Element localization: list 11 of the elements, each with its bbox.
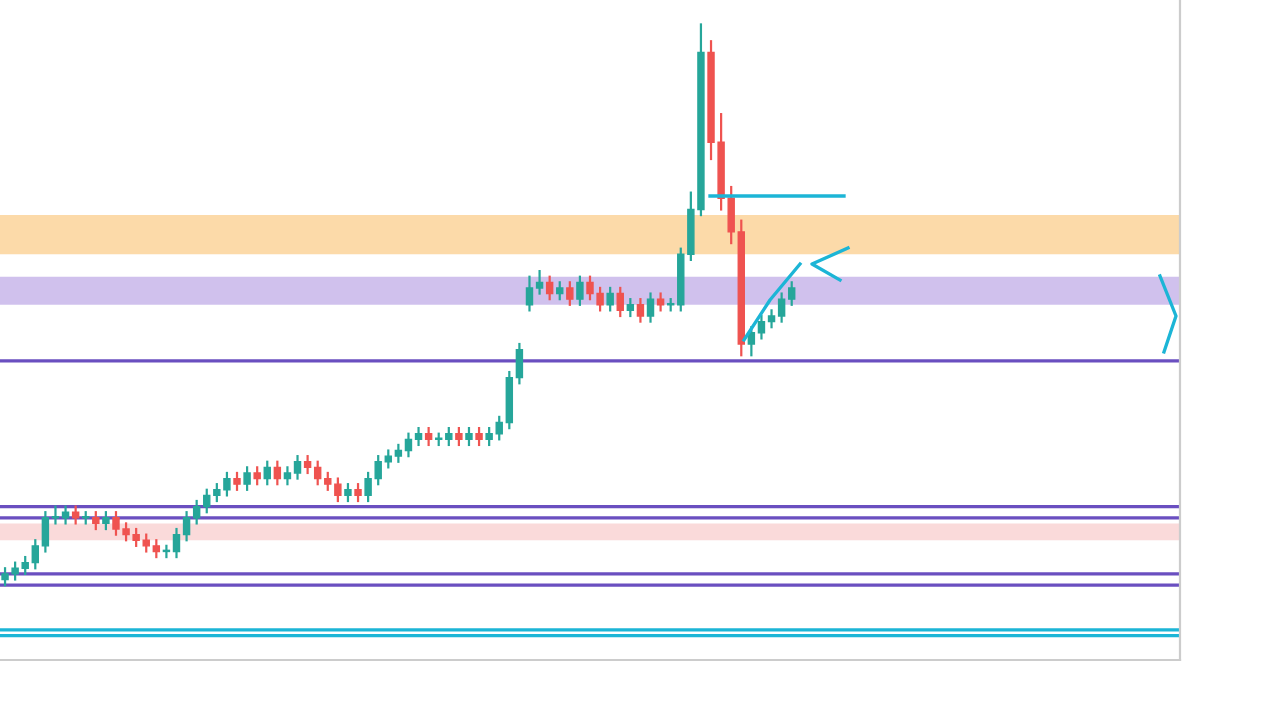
candlestick bbox=[273, 460, 282, 486]
candlestick bbox=[646, 292, 655, 323]
candlestick bbox=[616, 286, 624, 318]
candlestick bbox=[656, 292, 665, 312]
candlestick bbox=[636, 298, 645, 323]
candlestick bbox=[566, 281, 574, 306]
candlestick bbox=[263, 460, 271, 486]
candlestick bbox=[243, 466, 251, 491]
candlestick bbox=[576, 275, 584, 306]
candlestick bbox=[545, 275, 554, 301]
candlestick bbox=[606, 286, 614, 312]
